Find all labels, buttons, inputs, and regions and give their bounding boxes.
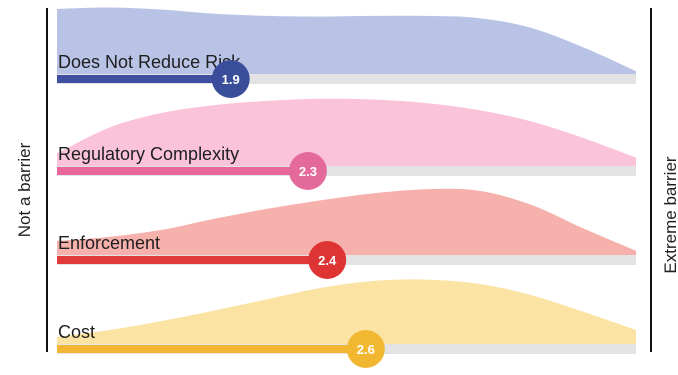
bubble-regulatory-complexity [288,152,327,190]
bubble-enforcement [308,241,347,279]
bar-cost [57,345,366,353]
bubble-does-not-reduce-risk [211,60,250,98]
value-label-enforcement: 2.4 [318,253,337,268]
series-cost: Cost 2.6 [57,279,636,368]
bar-enforcement [57,256,328,264]
label-enforcement: Enforcement [58,233,160,253]
value-label-does-not-reduce-risk: 1.9 [222,72,240,87]
label-does-not-reduce-risk: Does Not Reduce Risk [58,52,241,72]
track-does-not-reduce-risk [57,74,636,84]
right-axis-label: Extreme barrier [661,156,678,273]
series-regulatory-complexity: Regulatory Complexity 2.3 [57,98,636,190]
bar-regulatory-complexity [57,167,308,175]
track-enforcement [57,255,636,265]
value-label-regulatory-complexity: 2.3 [299,164,317,179]
label-cost: Cost [58,322,95,342]
density-does-not-reduce-risk [57,7,636,74]
label-regulatory-complexity: Regulatory Complexity [58,144,239,164]
value-label-cost: 2.6 [357,342,375,357]
density-enforcement [57,188,636,255]
left-axis-label: Not a barrier [15,142,34,237]
density-regulatory-complexity [57,98,636,166]
bubble-cost [346,330,385,368]
bar-does-not-reduce-risk [57,75,231,83]
density-cost [57,279,636,344]
series-enforcement: Enforcement 2.4 [57,188,636,279]
track-regulatory-complexity [57,166,636,176]
